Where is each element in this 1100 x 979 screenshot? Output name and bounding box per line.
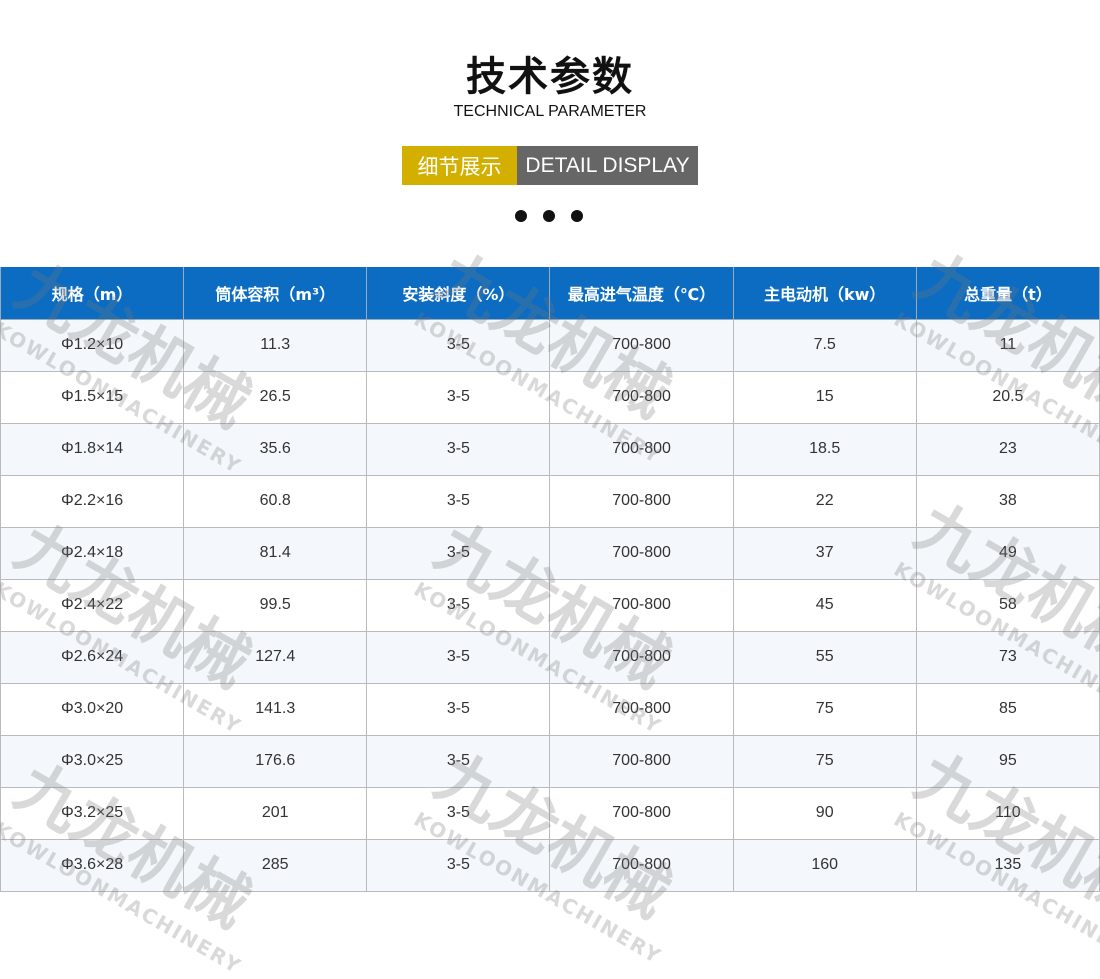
table-cell: Φ2.4×18 (0, 526, 185, 580)
table-cell: 37 (732, 526, 917, 580)
table-cell: Φ3.6×28 (0, 838, 185, 892)
table-row: Φ3.0×25 176.6 3-5 700-800 75 95 (0, 734, 1100, 788)
table-cell: 3-5 (366, 526, 551, 580)
table-cell: 700-800 (549, 422, 734, 476)
table-cell: 81.4 (183, 526, 368, 580)
table-cell: 18.5 (732, 422, 917, 476)
page-title: 技术参数 (466, 54, 634, 100)
table-cell: 15 (732, 370, 917, 424)
table-cell: 3-5 (366, 370, 551, 424)
table-cell: 11.3 (183, 318, 368, 372)
table-header-row: 规格（m） 筒体容积（m³） 安装斜度（%） 最高进气温度（℃） 主电动机（kw） 总重量… (0, 267, 1100, 320)
page-subtitle: TECHNICAL PARAMETER (453, 103, 647, 120)
table-cell: 11 (915, 318, 1100, 372)
table-cell: 3-5 (366, 422, 551, 476)
table-cell: 85 (915, 682, 1100, 736)
table-cell: 95 (915, 734, 1100, 788)
table-cell: Φ1.2×10 (0, 318, 185, 372)
table-cell: 700-800 (549, 318, 734, 372)
table-cell: 90 (732, 786, 917, 840)
table-cell: 38 (915, 474, 1100, 528)
table-row: Φ1.5×15 26.5 3-5 700-800 15 20.5 (0, 370, 1100, 424)
column-header: 安装斜度（%） (366, 267, 551, 320)
badge-cn: 细节展示 (402, 146, 517, 185)
dots-divider (515, 210, 583, 222)
table-cell: 176.6 (183, 734, 368, 788)
table-cell: 55 (732, 630, 917, 684)
column-header: 规格（m） (0, 267, 185, 320)
table-row: Φ2.4×18 81.4 3-5 700-800 37 49 (0, 526, 1100, 580)
table-cell: 75 (732, 734, 917, 788)
table-cell: 3-5 (366, 786, 551, 840)
table-row: Φ2.4×22 99.5 3-5 700-800 45 58 (0, 578, 1100, 632)
table-cell: 22 (732, 474, 917, 528)
table-cell: 700-800 (549, 630, 734, 684)
table-cell: 3-5 (366, 578, 551, 632)
table-cell: Φ1.8×14 (0, 422, 185, 476)
table-cell: 700-800 (549, 578, 734, 632)
table-cell: 141.3 (183, 682, 368, 736)
table-row: Φ1.8×14 35.6 3-5 700-800 18.5 23 (0, 422, 1100, 476)
table-cell: 700-800 (549, 370, 734, 424)
table-cell: 75 (732, 682, 917, 736)
table-cell: Φ2.4×22 (0, 578, 185, 632)
table-row: Φ3.2×25 201 3-5 700-800 90 110 (0, 786, 1100, 840)
table-row: Φ2.6×24 127.4 3-5 700-800 55 73 (0, 630, 1100, 684)
table-cell: 58 (915, 578, 1100, 632)
table-cell: 3-5 (366, 318, 551, 372)
table-cell: Φ3.0×20 (0, 682, 185, 736)
table-cell: Φ2.6×24 (0, 630, 185, 684)
table-row: Φ3.0×20 141.3 3-5 700-800 75 85 (0, 682, 1100, 736)
table-cell: 7.5 (732, 318, 917, 372)
column-header: 最高进气温度（℃） (549, 267, 734, 320)
table-cell: 3-5 (366, 838, 551, 892)
table-cell: 20.5 (915, 370, 1100, 424)
table-cell: 45 (732, 578, 917, 632)
table-cell: 285 (183, 838, 368, 892)
table-cell: 700-800 (549, 838, 734, 892)
table-cell: 700-800 (549, 682, 734, 736)
table-cell: 73 (915, 630, 1100, 684)
table-cell: 23 (915, 422, 1100, 476)
table-cell: 26.5 (183, 370, 368, 424)
parameter-table: 规格（m） 筒体容积（m³） 安装斜度（%） 最高进气温度（℃） 主电动机（kw） 总重量… (0, 267, 1100, 892)
table-cell: 49 (915, 526, 1100, 580)
table-row: Φ3.6×28 285 3-5 700-800 160 135 (0, 838, 1100, 892)
table-cell: 99.5 (183, 578, 368, 632)
table-cell: 700-800 (549, 526, 734, 580)
table-cell: Φ1.5×15 (0, 370, 185, 424)
table-cell: Φ2.2×16 (0, 474, 185, 528)
column-header: 筒体容积（m³） (183, 267, 368, 320)
table-cell: 3-5 (366, 630, 551, 684)
table-cell: 201 (183, 786, 368, 840)
table-cell: 135 (915, 838, 1100, 892)
table-cell: 700-800 (549, 734, 734, 788)
table-cell: 3-5 (366, 682, 551, 736)
table-row: Φ1.2×10 11.3 3-5 700-800 7.5 11 (0, 318, 1100, 372)
table-cell: 60.8 (183, 474, 368, 528)
column-header: 总重量（t） (915, 267, 1100, 320)
table-cell: 35.6 (183, 422, 368, 476)
table-cell: 3-5 (366, 474, 551, 528)
table-cell: 700-800 (549, 474, 734, 528)
table-row: Φ2.2×16 60.8 3-5 700-800 22 38 (0, 474, 1100, 528)
table-cell: 700-800 (549, 786, 734, 840)
table-cell: 127.4 (183, 630, 368, 684)
table-cell: 160 (732, 838, 917, 892)
detail-display-badge: 细节展示 DETAIL DISPLAY (402, 146, 698, 185)
table-cell: Φ3.2×25 (0, 786, 185, 840)
table-cell: 3-5 (366, 734, 551, 788)
table-cell: Φ3.0×25 (0, 734, 185, 788)
badge-en: DETAIL DISPLAY (517, 146, 698, 185)
table-cell: 110 (915, 786, 1100, 840)
column-header: 主电动机（kw） (732, 267, 917, 320)
